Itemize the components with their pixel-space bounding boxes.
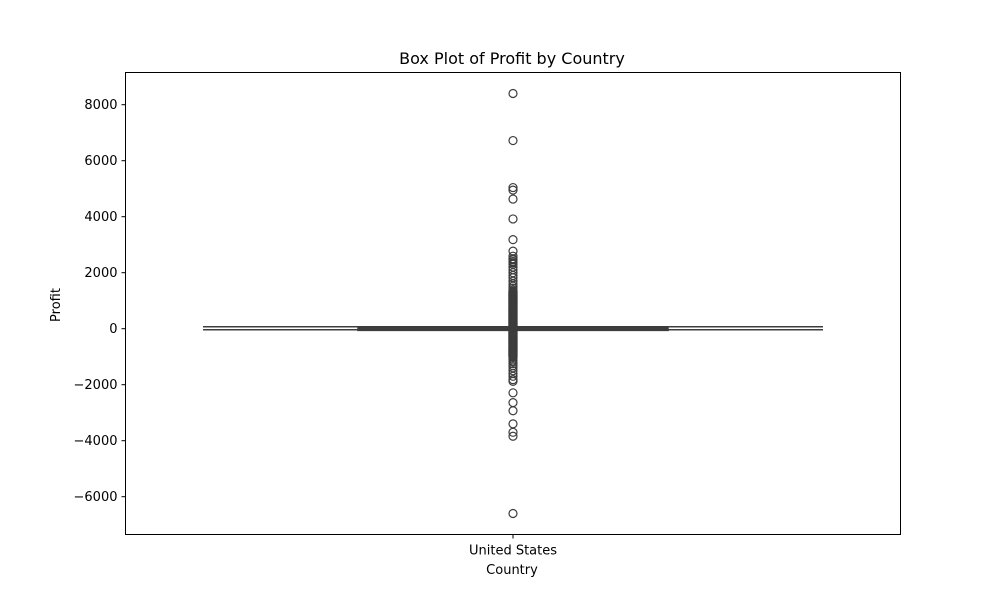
outlier-point bbox=[508, 398, 518, 408]
plot-frame bbox=[125, 72, 901, 535]
outlier-point bbox=[508, 388, 518, 398]
y-tick-label: −6000 bbox=[74, 490, 118, 505]
x-tick-label: United States bbox=[469, 544, 557, 559]
outlier-point bbox=[508, 508, 518, 519]
x-axis-label: Country bbox=[486, 563, 538, 578]
y-tick-label: 8000 bbox=[84, 98, 117, 113]
outlier-point bbox=[508, 419, 518, 429]
outlier-point bbox=[508, 431, 518, 441]
outlier-point bbox=[508, 406, 518, 416]
outlier-point bbox=[508, 376, 518, 386]
outlier-point bbox=[508, 371, 518, 381]
outlier-point bbox=[508, 194, 518, 204]
outlier-point bbox=[508, 286, 518, 296]
chart-title: Box Plot of Profit by Country bbox=[399, 49, 625, 68]
outlier-point bbox=[508, 366, 518, 376]
outlier-point bbox=[508, 276, 518, 286]
y-tick-label: 0 bbox=[109, 322, 117, 337]
y-tick-label: 2000 bbox=[84, 266, 117, 281]
y-tick-label: −2000 bbox=[74, 378, 118, 393]
outlier-point bbox=[508, 182, 518, 193]
outlier-point bbox=[508, 185, 518, 195]
outlier-point bbox=[508, 235, 518, 245]
y-tick-label: −4000 bbox=[74, 434, 118, 449]
outlier-point bbox=[508, 135, 518, 146]
y-tick-label: 4000 bbox=[84, 210, 117, 225]
plot-area: −6000 −4000 −2000 0 2000 4000 6000 8000 United S… bbox=[74, 88, 823, 559]
y-axis: −6000 −4000 −2000 0 2000 4000 6000 8000 bbox=[74, 98, 126, 505]
box-group bbox=[203, 88, 823, 519]
y-axis-label: Profit bbox=[49, 288, 64, 322]
outlier-point bbox=[508, 214, 518, 224]
x-axis: United States bbox=[469, 534, 557, 559]
outlier-point bbox=[508, 427, 518, 437]
outlier-point bbox=[508, 88, 518, 99]
y-tick-label: 6000 bbox=[84, 154, 117, 169]
outlier-dense-band bbox=[508, 286, 518, 362]
